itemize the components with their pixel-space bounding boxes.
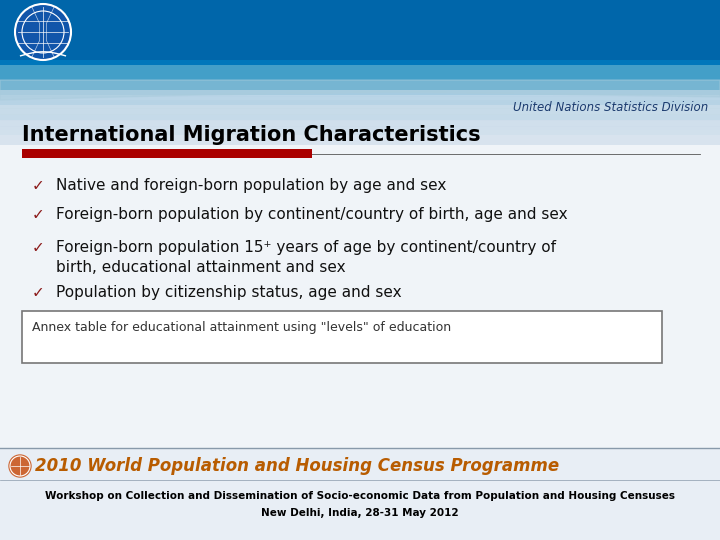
Text: 2010 World Population and Housing Census Programme: 2010 World Population and Housing Census… [35,457,559,475]
Bar [0,65,720,95]
Text: Foreign-born population by continent/country of birth, age and sex: Foreign-born population by continent/cou… [56,207,567,222]
Polygon shape [0,80,720,100]
Circle shape [9,455,31,477]
Bar [0,448,720,540]
Bar [22,149,312,158]
FancyBboxPatch shape [22,311,662,363]
Text: ✓: ✓ [32,207,45,222]
Text: Foreign-born population 15⁺ years of age by continent/country of
birth, educatio: Foreign-born population 15⁺ years of age… [56,240,556,275]
Text: Native and foreign-born population by age and sex: Native and foreign-born population by ag… [56,178,446,193]
Text: Population by citizenship status, age and sex: Population by citizenship status, age an… [56,285,402,300]
Bar [0,0,720,90]
Bar [0,130,720,450]
Text: Annex table for educational attainment using "levels" of education: Annex table for educational attainment u… [32,321,451,334]
Text: ✓: ✓ [32,240,45,255]
Text: ✓: ✓ [32,285,45,300]
Bar [0,100,720,120]
Bar [0,90,720,145]
Bar [0,90,720,105]
Bar [0,0,720,60]
Text: Workshop on Collection and Dissemination of Socio-economic Data from Population : Workshop on Collection and Dissemination… [45,491,675,501]
Text: New Delhi, India, 28-31 May 2012: New Delhi, India, 28-31 May 2012 [261,508,459,518]
Text: International Migration Characteristics: International Migration Characteristics [22,125,481,145]
Circle shape [15,4,71,60]
Text: ✓: ✓ [32,178,45,193]
Bar [0,115,720,135]
Text: United Nations Statistics Division: United Nations Statistics Division [513,101,708,114]
